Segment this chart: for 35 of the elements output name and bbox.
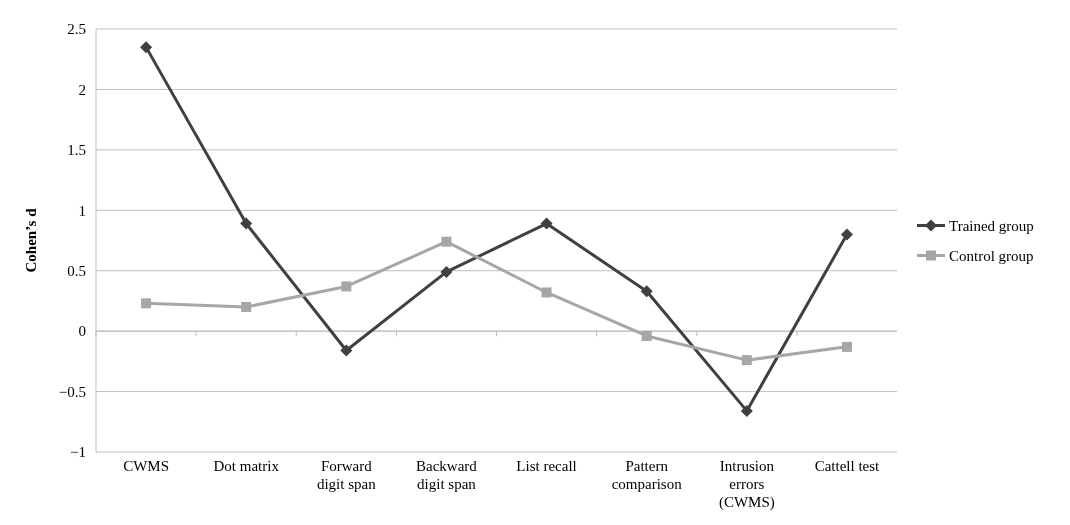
x-tick-label: Dot matrix bbox=[213, 458, 280, 474]
point bbox=[141, 298, 152, 309]
point bbox=[740, 404, 753, 417]
x-tick-label: Intrusion errors (CWMS) bbox=[718, 458, 775, 511]
legend-label: Control group bbox=[949, 247, 1034, 264]
y-axis-title: Cohen’s d bbox=[23, 207, 39, 273]
y-tick-label: −0.5 bbox=[58, 383, 86, 400]
point bbox=[840, 228, 853, 241]
x-tick-label: CWMS bbox=[123, 458, 169, 474]
point bbox=[640, 285, 653, 298]
x-tick-label: Cattell test bbox=[814, 458, 881, 474]
x-tick-label: Backward digit span bbox=[416, 458, 478, 492]
point bbox=[741, 355, 752, 366]
y-tick-label: 2.5 bbox=[67, 21, 86, 38]
point bbox=[540, 217, 553, 230]
y-tick-label: 0 bbox=[78, 323, 86, 340]
point bbox=[841, 341, 852, 352]
point bbox=[341, 281, 352, 292]
point bbox=[541, 287, 552, 298]
y-tick-label: 1 bbox=[78, 202, 86, 219]
x-tick-label: Pattern comparison bbox=[611, 458, 683, 492]
point bbox=[441, 236, 452, 247]
x-tick-label: Forward digit span bbox=[316, 458, 377, 492]
legend-label: Trained group bbox=[949, 217, 1034, 234]
point bbox=[140, 41, 153, 54]
y-tick-label: 0.5 bbox=[67, 262, 86, 279]
y-tick-label: −1 bbox=[70, 444, 86, 461]
point bbox=[440, 265, 453, 278]
point bbox=[240, 217, 253, 230]
point bbox=[641, 330, 652, 341]
point bbox=[340, 344, 353, 357]
y-tick-label: 2 bbox=[78, 81, 86, 98]
x-tick-label: List recall bbox=[516, 458, 577, 474]
point bbox=[241, 301, 252, 312]
y-tick-label: 1.5 bbox=[67, 142, 86, 159]
